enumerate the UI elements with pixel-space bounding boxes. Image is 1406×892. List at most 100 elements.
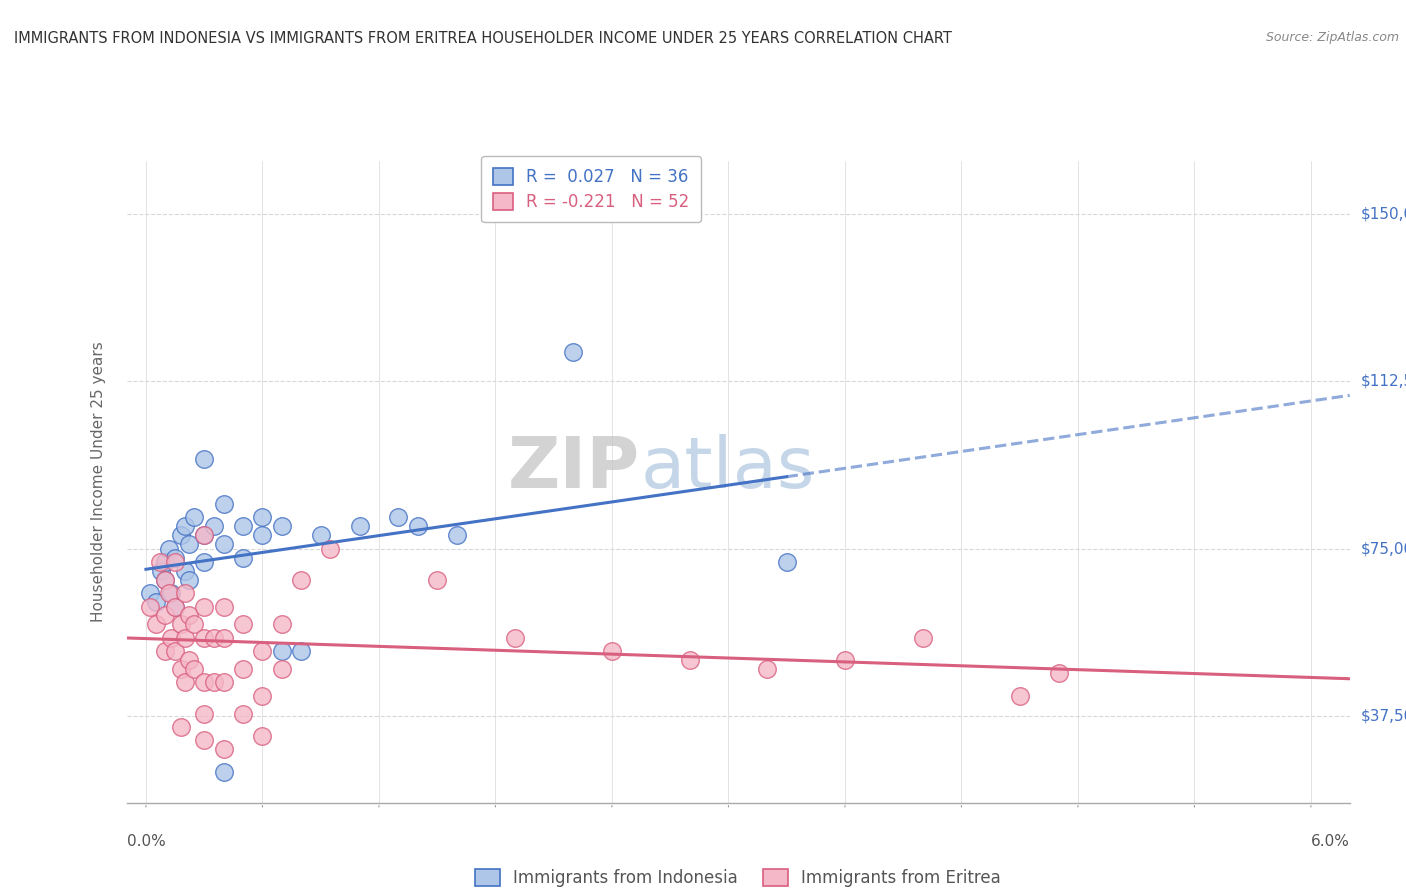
Point	[160, 631, 183, 645]
Point	[349, 519, 371, 533]
Point	[252, 528, 274, 542]
Point	[270, 662, 292, 676]
Point	[290, 573, 312, 587]
Point	[193, 599, 215, 614]
Point	[173, 519, 195, 533]
Point	[193, 733, 215, 747]
Point	[165, 550, 187, 565]
Point	[183, 617, 205, 632]
Point	[232, 706, 254, 721]
Text: ZIP: ZIP	[508, 434, 640, 503]
Point	[139, 599, 162, 614]
Point	[503, 631, 526, 645]
Point	[193, 528, 215, 542]
Point	[157, 586, 180, 600]
Point	[170, 528, 193, 542]
Point	[834, 653, 856, 667]
Point	[177, 653, 200, 667]
Point	[756, 662, 779, 676]
Point	[212, 537, 235, 551]
Point	[1008, 689, 1031, 703]
Point	[232, 550, 254, 565]
Point	[562, 345, 585, 359]
Point	[157, 541, 180, 556]
Text: IMMIGRANTS FROM INDONESIA VS IMMIGRANTS FROM ERITREA HOUSEHOLDER INCOME UNDER 25: IMMIGRANTS FROM INDONESIA VS IMMIGRANTS …	[14, 31, 952, 46]
Text: $37,500: $37,500	[1361, 708, 1406, 723]
Point	[177, 537, 200, 551]
Point	[193, 675, 215, 690]
Point	[155, 555, 177, 569]
Point	[165, 555, 187, 569]
Point	[148, 555, 170, 569]
Text: $75,000: $75,000	[1361, 541, 1406, 556]
Point	[776, 555, 799, 569]
Text: Source: ZipAtlas.com: Source: ZipAtlas.com	[1265, 31, 1399, 45]
Point	[202, 519, 225, 533]
Point	[202, 631, 225, 645]
Point	[252, 644, 274, 658]
Point	[160, 586, 183, 600]
Point	[212, 675, 235, 690]
Point	[212, 599, 235, 614]
Point	[202, 675, 225, 690]
Point	[406, 519, 429, 533]
Point	[387, 510, 409, 524]
Point	[170, 617, 193, 632]
Text: $112,500: $112,500	[1361, 374, 1406, 389]
Y-axis label: Householder Income Under 25 years: Householder Income Under 25 years	[91, 342, 105, 622]
Point	[270, 519, 292, 533]
Point	[139, 586, 162, 600]
Text: 0.0%: 0.0%	[127, 834, 166, 849]
Point	[173, 675, 195, 690]
Point	[170, 720, 193, 734]
Point	[155, 644, 177, 658]
Point	[173, 586, 195, 600]
Point	[678, 653, 700, 667]
Point	[155, 608, 177, 623]
Point	[145, 617, 167, 632]
Point	[165, 644, 187, 658]
Point	[232, 519, 254, 533]
Point	[212, 742, 235, 756]
Point	[319, 541, 342, 556]
Point	[212, 497, 235, 511]
Point	[270, 644, 292, 658]
Point	[252, 689, 274, 703]
Text: atlas: atlas	[640, 434, 814, 503]
Point	[177, 608, 200, 623]
Point	[911, 631, 934, 645]
Point	[145, 595, 167, 609]
Point	[232, 617, 254, 632]
Point	[165, 599, 187, 614]
Point	[193, 555, 215, 569]
Point	[177, 573, 200, 587]
Point	[252, 510, 274, 524]
Point	[193, 631, 215, 645]
Point	[600, 644, 623, 658]
Legend: Immigrants from Indonesia, Immigrants from Eritrea: Immigrants from Indonesia, Immigrants fr…	[468, 863, 1008, 892]
Point	[155, 573, 177, 587]
Point	[173, 631, 195, 645]
Point	[173, 564, 195, 578]
Point	[193, 528, 215, 542]
Point	[446, 528, 468, 542]
Point	[193, 706, 215, 721]
Point	[150, 564, 173, 578]
Point	[252, 729, 274, 743]
Point	[165, 599, 187, 614]
Point	[212, 631, 235, 645]
Point	[183, 510, 205, 524]
Point	[155, 573, 177, 587]
Text: 6.0%: 6.0%	[1310, 834, 1350, 849]
Point	[232, 662, 254, 676]
Text: $150,000: $150,000	[1361, 207, 1406, 221]
Point	[193, 452, 215, 467]
Point	[212, 764, 235, 779]
Point	[426, 573, 449, 587]
Point	[170, 662, 193, 676]
Point	[290, 644, 312, 658]
Point	[1047, 666, 1070, 681]
Point	[270, 617, 292, 632]
Point	[309, 528, 332, 542]
Point	[183, 662, 205, 676]
